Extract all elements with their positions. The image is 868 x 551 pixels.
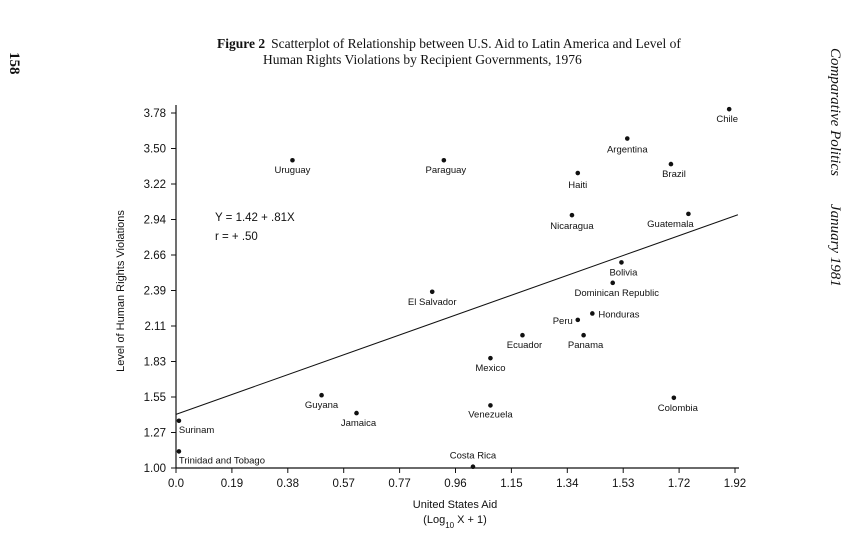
- point-label: Brazil: [662, 169, 686, 180]
- data-point: [441, 157, 447, 163]
- data-point: [671, 395, 677, 401]
- point-label: Guyana: [305, 400, 339, 411]
- x-tick-label: 0.77: [388, 478, 410, 490]
- point-label: Uruguay: [274, 165, 310, 176]
- point-label: Venezuela: [468, 409, 513, 420]
- point-label: Haiti: [568, 180, 587, 191]
- y-tick-label: 1.83: [144, 357, 166, 369]
- point-label: Nicaragua: [550, 221, 594, 232]
- x-tick-label: 0.96: [444, 478, 466, 490]
- y-tick-label: 2.94: [144, 215, 167, 227]
- point-label: Guatemala: [647, 219, 694, 230]
- point-label: Argentina: [607, 145, 648, 156]
- data-point: [624, 136, 630, 141]
- x-axis-label: United States Aid: [413, 499, 497, 511]
- caption-line1: Scatterplot of Relationship between U.S.…: [271, 36, 681, 51]
- data-point: [354, 410, 359, 416]
- data-point: [488, 355, 493, 361]
- data-point: [429, 289, 435, 295]
- point-label: Ecuador: [507, 340, 542, 351]
- figure-caption: Figure 2 Scatterplot of Relationship betw…: [217, 36, 681, 68]
- point-label: Mexico: [475, 363, 505, 374]
- axes: [175, 105, 739, 469]
- data-point: [668, 161, 674, 167]
- data-point: [575, 317, 581, 323]
- point-label: El Salvador: [408, 297, 457, 308]
- data-point: [488, 403, 493, 408]
- point-label: Honduras: [598, 309, 639, 320]
- x-tick-label: 1.92: [724, 478, 746, 490]
- x-tick-label: 0.57: [333, 478, 355, 490]
- x-tick-label: 1.53: [612, 478, 634, 490]
- data-point: [575, 170, 581, 176]
- data-point: [176, 418, 182, 424]
- data-point: [610, 280, 616, 286]
- point-label: Bolivia: [609, 267, 638, 278]
- caption-line2: Human Rights Violations by Recipient Gov…: [263, 52, 582, 67]
- tick-marks: 0.0 0.19 0.38 0.57 0.77 0.96 1.15 1.34 1.53 1.72 1…: [144, 108, 747, 490]
- correlation-label: r = + .50: [215, 231, 258, 243]
- point-label: Chile: [716, 114, 738, 125]
- data-point: [590, 311, 595, 316]
- data-point: [290, 157, 295, 163]
- y-tick-label: 1.00: [144, 463, 166, 475]
- data-point: [686, 211, 691, 217]
- x-tick-label: 0.19: [221, 478, 243, 490]
- y-tick-label: 2.11: [144, 321, 166, 333]
- x-tick-label: 1.34: [556, 478, 579, 490]
- x-tick-label: 1.72: [668, 478, 690, 490]
- regression-line: [175, 214, 739, 415]
- data-point: [619, 260, 624, 265]
- y-tick-label: 2.39: [144, 286, 166, 298]
- y-tick-label: 3.22: [144, 179, 166, 191]
- y-tick-label: 1.55: [144, 392, 166, 404]
- y-axis-label: Level of Human Rights Violations: [115, 210, 127, 372]
- data-point: [581, 332, 586, 338]
- x-axis-label-line2: (Log10 X + 1): [423, 514, 487, 530]
- data-point: [176, 449, 182, 454]
- point-label: Dominican Republic: [574, 288, 659, 299]
- y-tick-label: 1.27: [144, 428, 166, 440]
- x-tick-label: 0.0: [168, 478, 184, 490]
- data-point: [319, 392, 324, 398]
- point-label: Surinam: [179, 425, 214, 436]
- regression-group: [175, 214, 739, 415]
- point-label: Colombia: [658, 403, 699, 414]
- point-label: Costa Rica: [450, 451, 497, 462]
- point-label: Trinidad and Tobago: [179, 455, 265, 466]
- data-point: [520, 332, 525, 338]
- regression-equation: Y = 1.42 + .81X: [215, 212, 295, 224]
- points-group: Chile Argentina Brazil Haiti Uruguay Paraguay…: [176, 106, 738, 470]
- x-tick-label: 0.38: [277, 478, 299, 490]
- point-label: Panama: [568, 340, 604, 351]
- y-tick-label: 3.78: [144, 108, 166, 120]
- point-label: Peru: [553, 316, 573, 327]
- figure-label: Figure 2: [217, 36, 266, 51]
- y-tick-label: 3.50: [144, 144, 166, 156]
- data-point: [569, 212, 575, 218]
- data-point: [726, 106, 732, 112]
- data-point: [470, 464, 476, 470]
- x-tick-label: 1.15: [500, 478, 522, 490]
- point-label: Jamaica: [341, 418, 377, 429]
- point-label: Paraguay: [426, 165, 467, 176]
- y-tick-label: 2.66: [144, 250, 166, 262]
